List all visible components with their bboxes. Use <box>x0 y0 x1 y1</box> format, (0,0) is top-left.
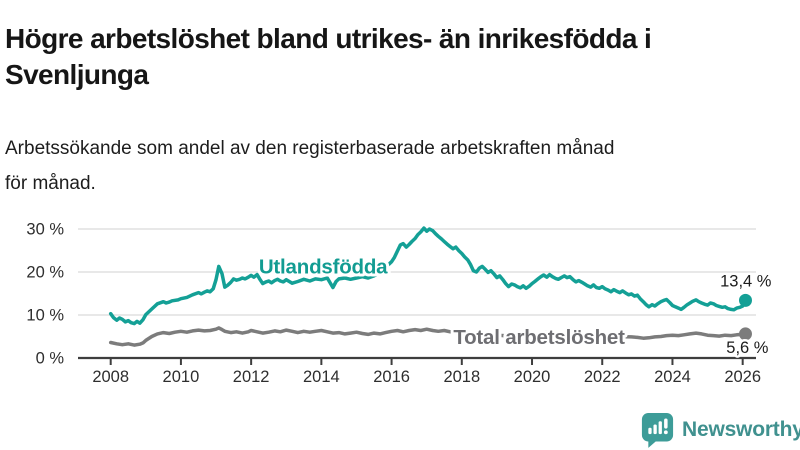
newsworthy-brand-text: Newsworthy <box>682 418 800 441</box>
series-label-0: Utlandsfödda <box>259 255 388 278</box>
x-tick-label-2024: 2024 <box>654 368 691 386</box>
newsworthy-chart-bubble-icon <box>641 413 674 448</box>
series-label-1: Total arbetslöshet <box>453 326 625 349</box>
page-title-line1: Högre arbetslöshet bland utrikes- än inr… <box>5 22 652 54</box>
x-tick-label-2010: 2010 <box>163 368 200 386</box>
y-tick-label-10: 10 % <box>26 307 64 325</box>
line-chart-svg: 0 % 10 % 20 % 30 % 2008 2010 2012 2014 2016 2018 2… <box>26 221 774 387</box>
line-chart: 0 % 10 % 20 % 30 % 2008 2010 2012 2014 2016 2018 2… <box>0 195 800 400</box>
series-end-value-1: 5,6 % <box>726 339 769 357</box>
series-end-dot-0 <box>738 293 752 307</box>
x-tick-label-2012: 2012 <box>233 368 270 386</box>
chart-subtitle: Arbetssökande som andel av den registerb… <box>5 131 797 201</box>
x-tick-label-2008: 2008 <box>92 368 129 386</box>
chart-subtitle-line1: Arbetssökande som andel av den registerb… <box>5 138 615 159</box>
series-end-value-0: 13,4 % <box>720 272 772 290</box>
series-line-1 <box>108 326 748 347</box>
series-end-dot-1 <box>738 327 752 341</box>
y-tick-label-0: 0 % <box>36 350 65 368</box>
series-line-0 <box>108 226 748 326</box>
x-tick-label-2018: 2018 <box>443 368 480 386</box>
x-tick-label-2022: 2022 <box>584 368 621 386</box>
x-tick-label-2014: 2014 <box>303 368 340 386</box>
page-title-line2: Svenljunga <box>5 59 149 91</box>
x-tick-label-2026: 2026 <box>724 368 761 386</box>
y-tick-label-20: 20 % <box>26 264 64 282</box>
x-tick-label-2016: 2016 <box>373 368 410 386</box>
page-title: Högre arbetslöshet bland utrikes- än inr… <box>5 21 797 94</box>
y-tick-label-30: 30 % <box>26 221 64 239</box>
x-tick-label-2020: 2020 <box>514 368 551 386</box>
chart-subtitle-line2: för månad. <box>5 173 96 195</box>
newsworthy-logo-link[interactable]: Newsworthy <box>641 411 800 449</box>
